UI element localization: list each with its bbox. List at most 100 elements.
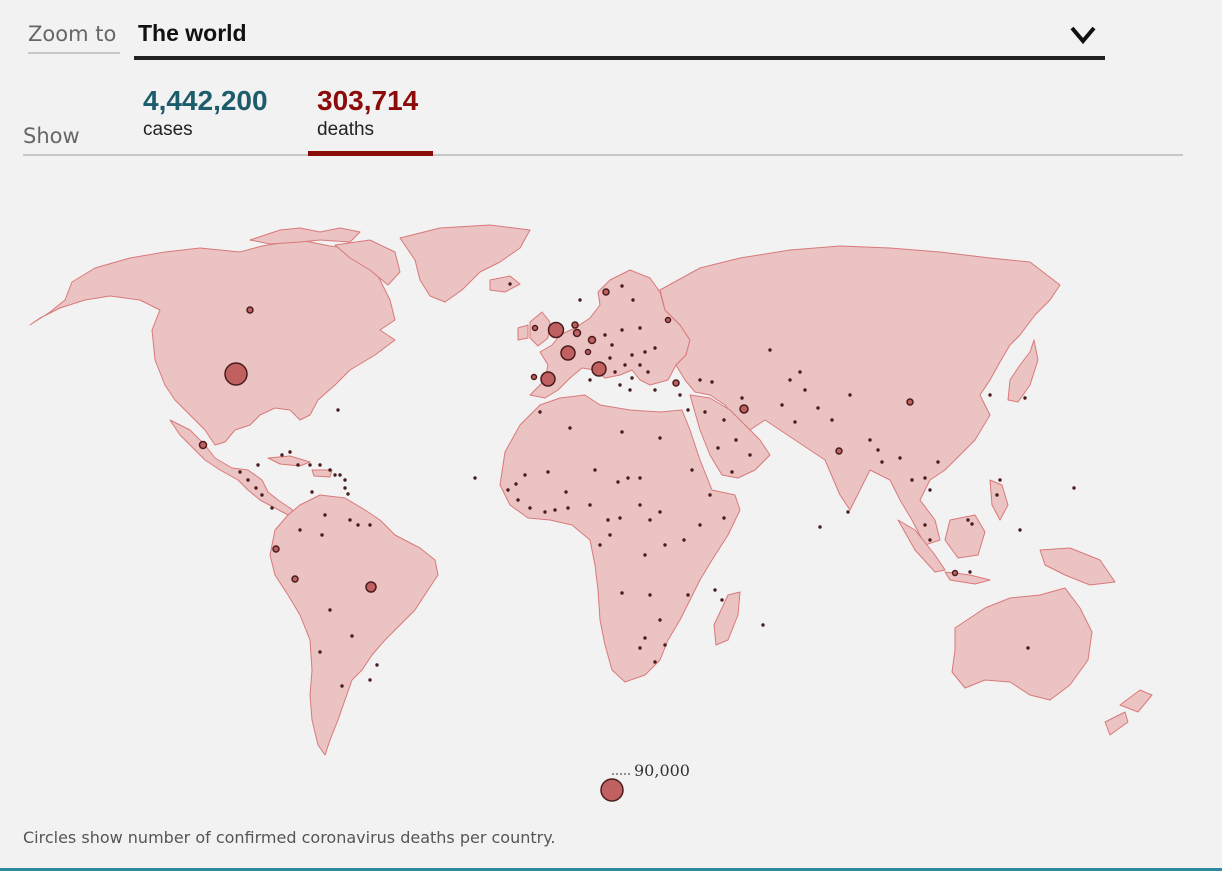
country-dot[interactable]	[722, 516, 726, 520]
country-dot[interactable]	[643, 553, 647, 557]
country-dot[interactable]	[658, 436, 662, 440]
chevron-down-icon[interactable]	[1069, 24, 1097, 46]
country-dot[interactable]	[648, 518, 652, 522]
country-dot[interactable]	[698, 523, 702, 527]
country-dot[interactable]	[333, 473, 337, 477]
circle-usa[interactable]	[224, 362, 248, 386]
country-dot[interactable]	[713, 588, 717, 592]
country-dot[interactable]	[523, 473, 527, 477]
country-dot[interactable]	[966, 518, 970, 522]
circle-italy[interactable]	[591, 361, 607, 377]
country-dot[interactable]	[310, 490, 314, 494]
country-dot[interactable]	[320, 533, 324, 537]
country-dot[interactable]	[356, 523, 360, 527]
country-dot[interactable]	[788, 378, 792, 382]
country-dot[interactable]	[328, 468, 332, 472]
country-dot[interactable]	[588, 503, 592, 507]
country-dot[interactable]	[970, 522, 974, 526]
country-dot[interactable]	[1018, 528, 1022, 532]
country-dot[interactable]	[280, 453, 284, 457]
circle-portugal[interactable]	[530, 373, 538, 381]
country-dot[interactable]	[768, 348, 772, 352]
country-dot[interactable]	[734, 438, 738, 442]
country-dot[interactable]	[638, 363, 642, 367]
country-dot[interactable]	[553, 508, 557, 512]
country-dot[interactable]	[793, 420, 797, 424]
country-dot[interactable]	[623, 363, 627, 367]
country-dot[interactable]	[928, 488, 932, 492]
country-dot[interactable]	[254, 486, 258, 490]
country-dot[interactable]	[722, 418, 726, 422]
country-dot[interactable]	[663, 543, 667, 547]
circle-switzerland[interactable]	[584, 348, 592, 356]
country-dot[interactable]	[598, 543, 602, 547]
circle-mexico[interactable]	[198, 440, 208, 450]
country-dot[interactable]	[620, 591, 624, 595]
circle-ecuador[interactable]	[272, 545, 280, 553]
country-dot[interactable]	[543, 510, 547, 514]
country-dot[interactable]	[848, 393, 852, 397]
circle-turkey[interactable]	[672, 379, 680, 387]
circle-belgium[interactable]	[572, 328, 582, 338]
country-dot[interactable]	[296, 463, 300, 467]
country-dot[interactable]	[678, 393, 682, 397]
country-dot[interactable]	[710, 380, 714, 384]
country-dot[interactable]	[876, 448, 880, 452]
country-dot[interactable]	[538, 410, 542, 414]
country-dot[interactable]	[328, 608, 332, 612]
country-dot[interactable]	[340, 684, 344, 688]
country-dot[interactable]	[343, 486, 347, 490]
country-dot[interactable]	[653, 388, 657, 392]
country-dot[interactable]	[368, 523, 372, 527]
country-dot[interactable]	[686, 593, 690, 597]
country-dot[interactable]	[818, 525, 822, 529]
country-dot[interactable]	[648, 593, 652, 597]
circle-uk[interactable]	[547, 321, 565, 339]
country-dot[interactable]	[830, 418, 834, 422]
country-dot[interactable]	[270, 506, 274, 510]
country-dot[interactable]	[343, 478, 347, 482]
circle-russia[interactable]	[664, 316, 672, 324]
country-dot[interactable]	[1023, 396, 1027, 400]
country-dot[interactable]	[638, 646, 642, 650]
circle-netherlands[interactable]	[571, 321, 579, 329]
country-dot[interactable]	[618, 383, 622, 387]
country-dot[interactable]	[593, 468, 597, 472]
country-dot[interactable]	[516, 498, 520, 502]
country-dot[interactable]	[631, 298, 635, 302]
country-dot[interactable]	[936, 460, 940, 464]
country-dot[interactable]	[336, 408, 340, 412]
country-dot[interactable]	[628, 388, 632, 392]
country-dot[interactable]	[682, 538, 686, 542]
tab-cases[interactable]: 4,442,200 cases	[143, 82, 293, 156]
country-dot[interactable]	[653, 660, 657, 664]
country-dot[interactable]	[608, 356, 612, 360]
country-dot[interactable]	[528, 506, 532, 510]
country-dot[interactable]	[473, 476, 477, 480]
country-dot[interactable]	[703, 410, 707, 414]
world-map[interactable]	[0, 170, 1222, 770]
country-dot[interactable]	[653, 346, 657, 350]
country-dot[interactable]	[348, 518, 352, 522]
country-dot[interactable]	[246, 478, 250, 482]
country-dot[interactable]	[780, 403, 784, 407]
country-dot[interactable]	[686, 408, 690, 412]
country-dot[interactable]	[508, 282, 512, 286]
country-dot[interactable]	[880, 460, 884, 464]
country-dot[interactable]	[816, 406, 820, 410]
country-dot[interactable]	[1072, 486, 1076, 490]
country-dot[interactable]	[626, 476, 630, 480]
country-dot[interactable]	[323, 513, 327, 517]
country-dot[interactable]	[803, 388, 807, 392]
country-dot[interactable]	[606, 518, 610, 522]
country-dot[interactable]	[238, 470, 242, 474]
country-dot[interactable]	[308, 463, 312, 467]
country-dot[interactable]	[610, 343, 614, 347]
country-dot[interactable]	[968, 570, 972, 574]
country-dot[interactable]	[923, 476, 927, 480]
circle-china[interactable]	[906, 398, 914, 406]
country-dot[interactable]	[618, 516, 622, 520]
country-dot[interactable]	[338, 473, 342, 477]
country-dot[interactable]	[748, 453, 752, 457]
country-dot[interactable]	[638, 476, 642, 480]
